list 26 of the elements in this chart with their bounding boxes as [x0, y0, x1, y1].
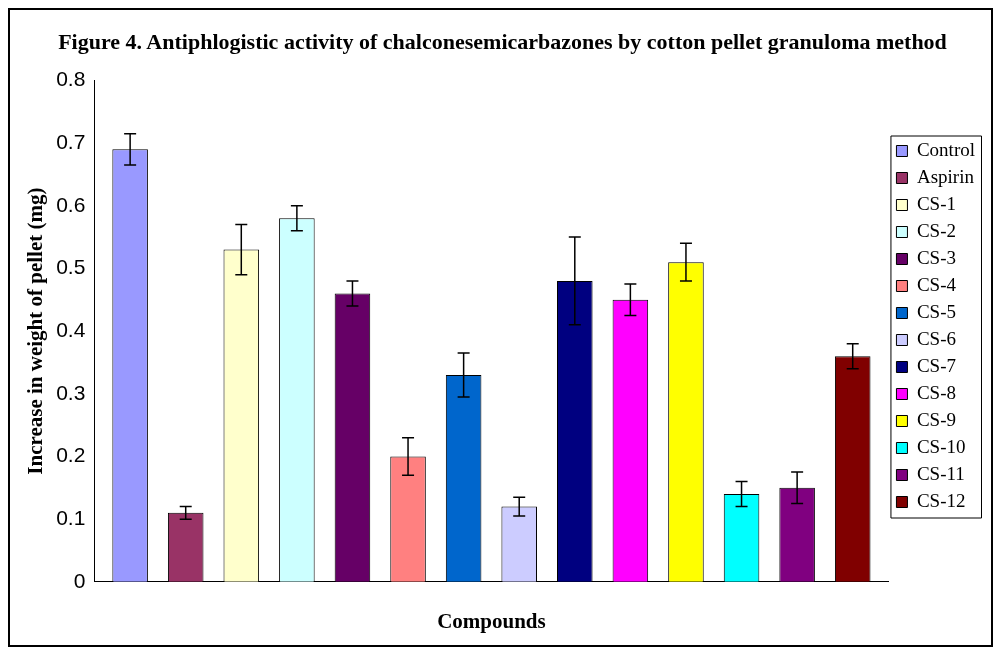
- y-tick-label: 0.2: [56, 443, 86, 467]
- legend-label: CS-12: [916, 489, 966, 511]
- legend-label: CS-11: [916, 462, 965, 484]
- chart-title: Figure 4. Antiphlogistic activity of chalconesemicarbazones by cotton pellet granuloma method: [58, 28, 947, 54]
- legend-label: CS-5: [916, 300, 957, 322]
- legend-label: Control: [916, 138, 975, 160]
- legend-label: CS-10: [916, 435, 966, 457]
- y-tick-label: 0.7: [56, 129, 86, 153]
- legend-label: CS-7: [916, 354, 957, 376]
- y-tick-label: 0.1: [56, 505, 86, 529]
- legend-label: Aspirin: [916, 165, 975, 187]
- y-tick-label: 0.8: [56, 67, 86, 91]
- y-tick-label: 0.5: [56, 255, 86, 279]
- legend-label: CS-4: [916, 273, 957, 295]
- legend-label: CS-1: [916, 192, 957, 214]
- y-axis-title: Increase in weight of pellet (mg): [23, 187, 48, 475]
- legend-label: CS-2: [916, 219, 957, 241]
- legend-label: CS-3: [916, 246, 957, 268]
- y-tick-label: 0: [73, 568, 86, 592]
- legend-label: CS-9: [916, 408, 957, 430]
- y-tick-label: 0.3: [56, 380, 86, 404]
- legend-label: CS-6: [916, 327, 957, 349]
- legend-label: CS-8: [916, 381, 957, 403]
- y-tick-label: 0.6: [56, 192, 86, 216]
- x-axis-title: Compounds: [437, 608, 546, 633]
- y-tick-label: 0.4: [56, 317, 86, 341]
